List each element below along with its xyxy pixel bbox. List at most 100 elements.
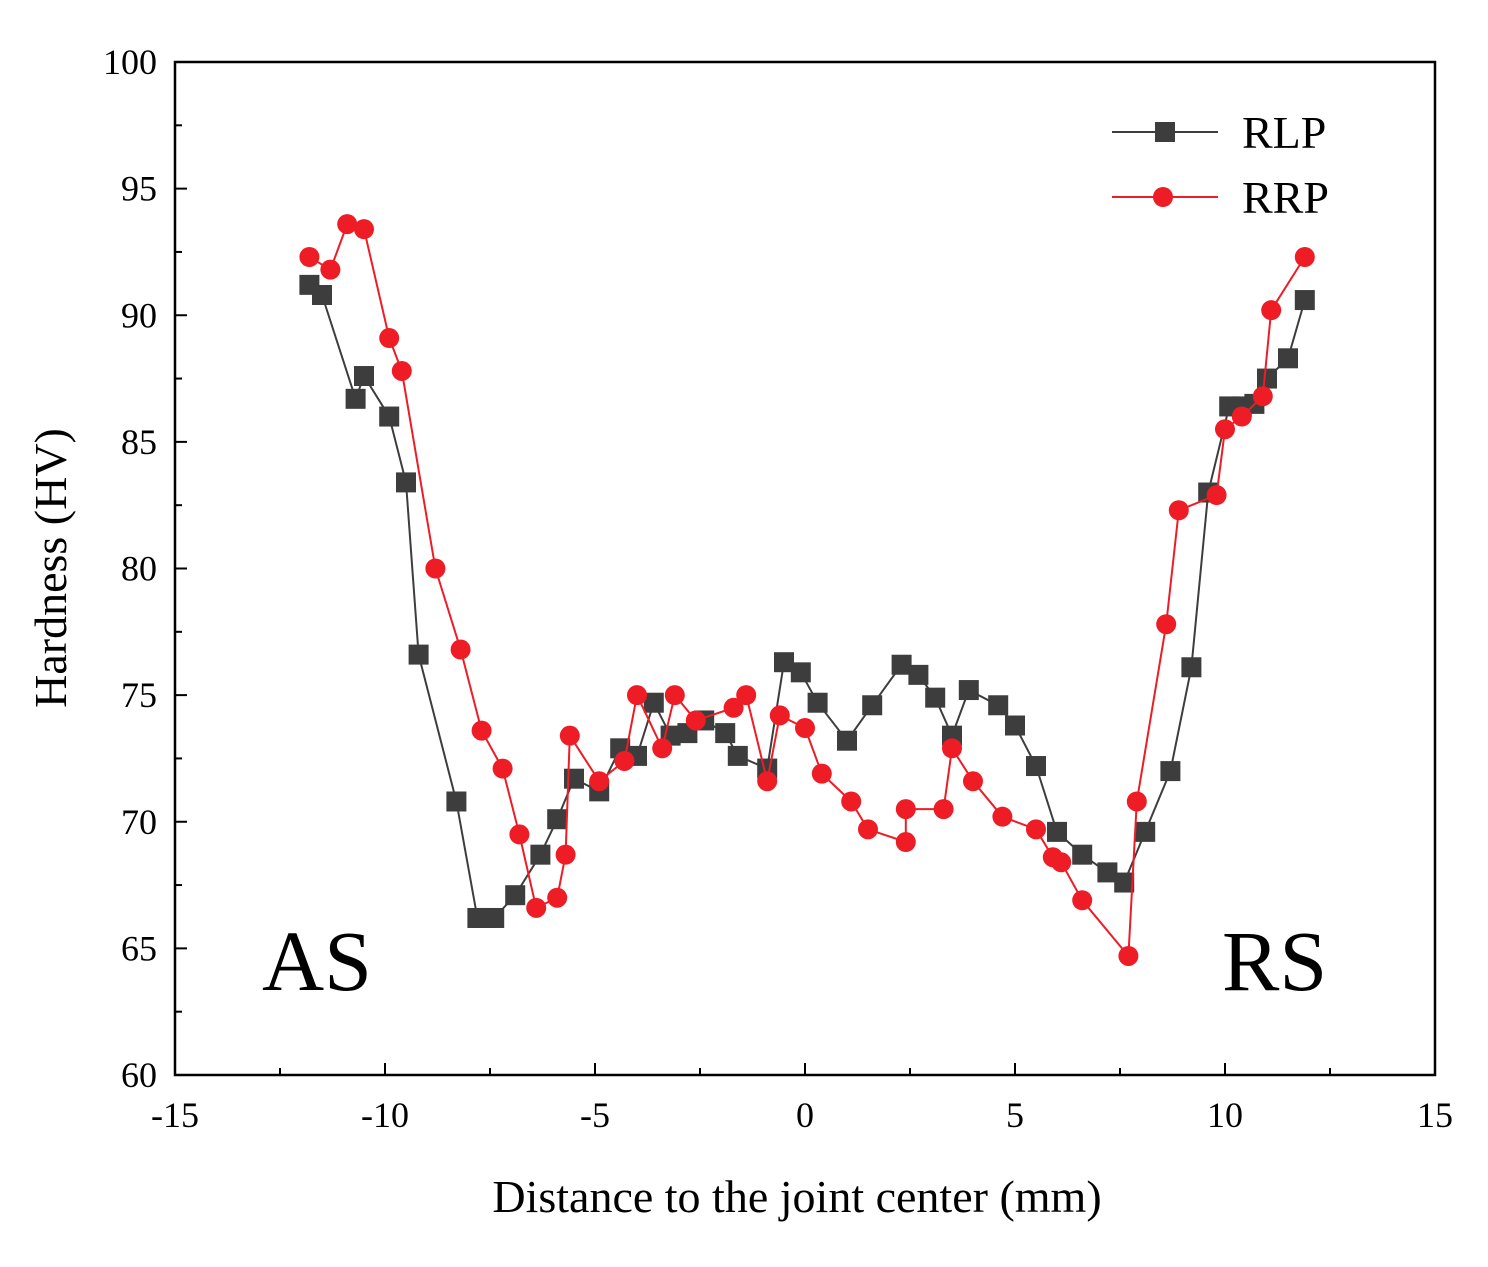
series-rrp-point	[942, 738, 962, 759]
series-rrp-point	[379, 328, 400, 349]
series-rrp-point	[559, 725, 580, 746]
as-label: AS	[262, 913, 372, 1009]
x-axis-title: Distance to the joint center (mm)	[492, 1171, 1101, 1222]
series-rlp-point	[862, 695, 883, 716]
series-rrp-point	[757, 771, 778, 792]
series-layer	[299, 214, 1315, 966]
series-rrp-point	[895, 832, 916, 853]
series-rrp-point	[811, 763, 832, 784]
y-tick-label: 80	[121, 549, 157, 589]
series-rrp-point	[1168, 500, 1189, 521]
x-axis-ticks: -15 -10 -5 0 5 10 15	[151, 1063, 1453, 1135]
series-rlp-point	[988, 695, 1009, 716]
series-rlp-point	[505, 885, 526, 906]
series-rlp-point	[484, 907, 505, 928]
series-rrp-point	[1252, 386, 1273, 407]
series-rrp-point	[664, 685, 685, 706]
series-rlp-line	[308, 284, 1306, 919]
series-rrp-point	[1261, 300, 1282, 321]
series-rlp-point	[1278, 348, 1298, 369]
series-rrp-point	[895, 799, 916, 820]
series-rrp-point	[627, 685, 647, 706]
y-tick-label: 65	[121, 928, 157, 968]
series-rrp-point	[450, 639, 471, 660]
series-rlp-point	[727, 745, 748, 766]
y-tick-label: 85	[121, 422, 157, 462]
legend-rrp-label: RRP	[1242, 172, 1329, 223]
series-rrp-point	[1156, 614, 1177, 635]
series-rrp-point	[1215, 419, 1235, 440]
series-rrp-point	[299, 247, 320, 268]
series-rrp-point	[736, 685, 757, 706]
series-rlp-point	[379, 406, 400, 427]
series-rlp-point	[908, 664, 929, 685]
series-rrp-point	[320, 259, 341, 280]
series-rlp-point	[312, 284, 332, 305]
series-rrp-point	[471, 720, 492, 741]
legend: RLP RRP	[1112, 107, 1329, 223]
series-rrp-point	[933, 799, 954, 820]
x-tick-label: 0	[796, 1095, 814, 1135]
series-rrp-point	[1118, 945, 1139, 966]
series-rlp-point	[1257, 368, 1277, 389]
x-tick-label: 15	[1417, 1095, 1453, 1135]
series-rlp-point	[1135, 821, 1156, 842]
y-axis-title: Hardness (HV)	[25, 428, 76, 708]
y-tick-label: 95	[121, 169, 157, 209]
x-tick-label: 10	[1207, 1095, 1243, 1135]
series-rlp-point	[354, 366, 374, 387]
x-tick-label: -10	[361, 1095, 409, 1135]
series-rlp-point	[807, 692, 828, 713]
y-axis-ticks: 60 65 70 75 80 85 90 95 100	[103, 42, 187, 1095]
series-rlp-point	[446, 791, 467, 812]
series-rlp-point	[925, 687, 946, 708]
series-rlp	[299, 274, 1315, 928]
series-rrp-point	[723, 697, 744, 718]
series-rlp-point	[547, 809, 568, 830]
series-rrp	[299, 214, 1315, 966]
series-rlp-point	[1181, 657, 1202, 678]
series-rrp-point	[1126, 791, 1147, 812]
series-rlp-point	[396, 472, 416, 493]
legend-rlp-marker	[1155, 122, 1175, 142]
series-rrp-point	[685, 710, 706, 731]
series-rlp-point	[790, 662, 811, 683]
series-rrp-point	[992, 806, 1013, 827]
series-rlp-point	[958, 680, 979, 701]
series-rrp-point	[795, 718, 815, 739]
series-rrp-point	[337, 214, 358, 235]
series-rrp-point	[547, 887, 568, 908]
series-rrp-point	[1051, 852, 1072, 873]
x-tick-label: -15	[151, 1095, 199, 1135]
series-rrp-point	[555, 844, 576, 865]
series-rrp-point	[589, 771, 610, 792]
series-rlp-point	[1047, 821, 1067, 842]
series-rrp-point	[963, 771, 983, 792]
series-rlp-point	[1294, 290, 1315, 311]
y-tick-label: 90	[121, 295, 157, 335]
series-rlp-point	[345, 388, 366, 409]
series-rlp-point	[1005, 715, 1025, 736]
rs-label: RS	[1222, 913, 1327, 1009]
series-rlp-point	[643, 692, 664, 713]
series-rrp-point	[858, 819, 878, 840]
series-rrp-point	[425, 558, 446, 579]
legend-rlp-label: RLP	[1242, 107, 1326, 158]
series-rrp-point	[354, 219, 374, 240]
x-tick-label: -5	[580, 1095, 610, 1135]
series-rlp-point	[1072, 844, 1093, 865]
series-rrp-point	[1294, 247, 1315, 268]
legend-rrp-marker	[1153, 187, 1173, 207]
x-tick-label: 5	[1006, 1095, 1024, 1135]
y-tick-label: 100	[103, 42, 157, 82]
series-rrp-point	[526, 897, 547, 918]
series-rrp-point	[841, 791, 862, 812]
series-rlp-point	[715, 723, 736, 744]
series-rrp-point	[769, 705, 790, 726]
series-rrp-point	[1072, 890, 1093, 911]
series-rrp-point	[391, 360, 412, 381]
series-rlp-point	[564, 768, 584, 789]
series-rlp-point	[774, 652, 794, 673]
series-rrp-line	[308, 223, 1306, 957]
